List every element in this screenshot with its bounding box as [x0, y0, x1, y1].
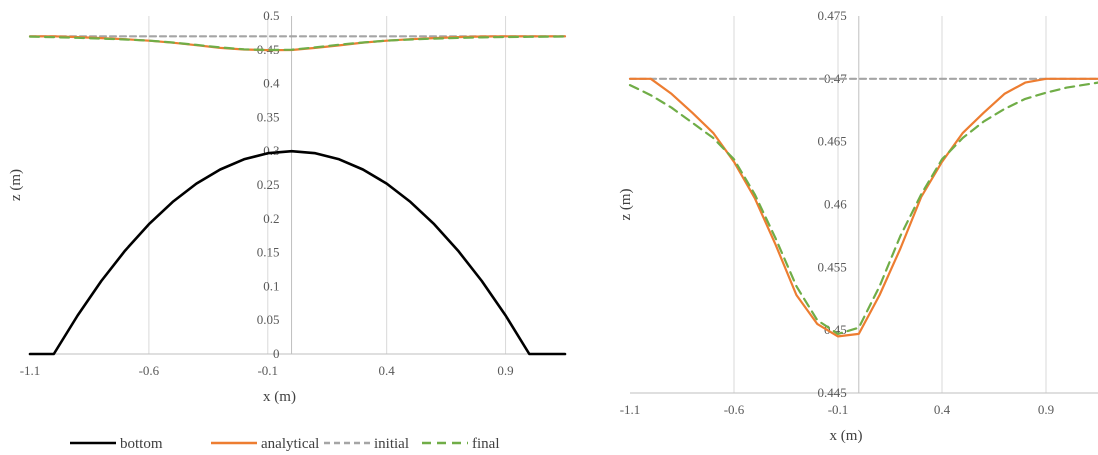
y-tick-label: 0.2: [263, 211, 279, 226]
x-axis-title: x (m): [263, 389, 296, 405]
legend-item-initial: initial: [324, 436, 409, 452]
series-line-bottom: [28, 149, 567, 356]
x-tick-label: 0.9: [497, 363, 513, 378]
legend-item-analytical: analytical: [211, 436, 319, 452]
y-tick-label: 0.25: [257, 177, 280, 192]
y-axis-title: z (m): [618, 188, 634, 220]
chart-left: 00.050.10.150.20.250.30.350.40.450.5-1.1…: [8, 8, 567, 405]
series-line-analytical: [628, 77, 1098, 338]
y-tick-label: 0.5: [263, 8, 279, 23]
x-tick-label: -1.1: [620, 402, 641, 417]
y-tick-label: 0.15: [257, 245, 280, 260]
y-tick-label: 0.3: [263, 143, 279, 158]
x-axis-title: x (m): [830, 428, 863, 444]
x-tick-label: -0.6: [139, 363, 160, 378]
legend-label: final: [472, 436, 500, 452]
x-tick-label: -1.1: [20, 363, 41, 378]
legend-item-final: final: [422, 436, 500, 452]
y-tick-label: 0.1: [263, 278, 279, 293]
series-line-final: [28, 35, 567, 52]
legend-label: initial: [374, 436, 409, 452]
x-tick-label: -0.1: [257, 363, 278, 378]
y-tick-label: 0.05: [257, 312, 280, 327]
x-tick-label: 0.4: [934, 402, 951, 417]
y-axis-title: z (m): [8, 169, 24, 201]
x-tick-label: -0.1: [828, 402, 849, 417]
y-tick-label: 0.465: [818, 134, 847, 149]
series-line-final: [628, 81, 1098, 335]
legend: bottom analytical initial final: [70, 436, 500, 452]
y-tick-label: 0.475: [818, 8, 847, 23]
x-tick-label: 0.4: [379, 363, 396, 378]
y-tick-label: 0.445: [818, 385, 847, 400]
x-tick-label: 0.9: [1038, 402, 1054, 417]
legend-label: bottom: [120, 436, 163, 452]
legend-item-bottom: bottom: [70, 436, 163, 452]
legend-label: analytical: [261, 436, 319, 452]
y-tick-label: 0.46: [824, 197, 847, 212]
y-tick-label: 0.455: [818, 259, 847, 274]
x-tick-label: -0.6: [724, 402, 745, 417]
y-tick-label: 0.35: [257, 109, 280, 124]
y-tick-label: 0.4: [263, 76, 280, 91]
y-tick-label: 0: [273, 346, 280, 361]
